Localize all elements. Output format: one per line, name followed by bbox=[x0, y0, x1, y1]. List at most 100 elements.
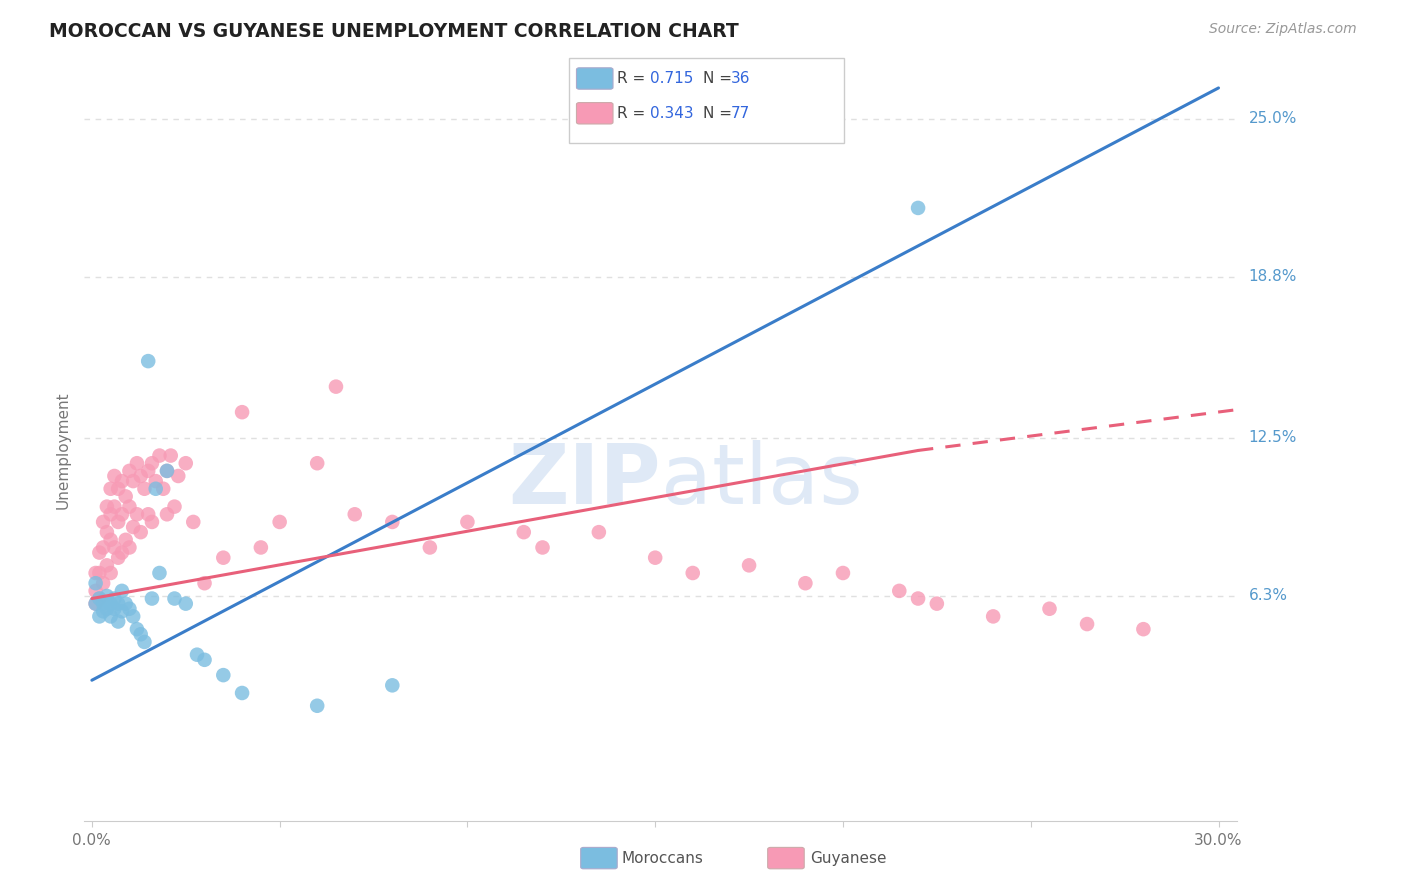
Point bbox=[96, 500, 118, 514]
Point bbox=[186, 648, 208, 662]
Point bbox=[111, 583, 134, 598]
Point bbox=[250, 541, 273, 555]
Point bbox=[91, 576, 114, 591]
Point bbox=[343, 508, 366, 522]
Point bbox=[193, 576, 215, 591]
Y-axis label: Unemployment: Unemployment bbox=[55, 392, 70, 509]
Text: 12.5%: 12.5% bbox=[1249, 430, 1296, 445]
Point bbox=[156, 464, 179, 478]
Text: N =: N = bbox=[703, 71, 737, 86]
Point bbox=[325, 379, 347, 393]
Point bbox=[1076, 617, 1098, 632]
Point bbox=[513, 525, 536, 540]
Text: MOROCCAN VS GUYANESE UNEMPLOYMENT CORRELATION CHART: MOROCCAN VS GUYANESE UNEMPLOYMENT CORREL… bbox=[49, 22, 740, 41]
Point bbox=[141, 456, 163, 470]
Point bbox=[125, 456, 148, 470]
Point bbox=[381, 515, 404, 529]
Point bbox=[381, 678, 404, 692]
Point bbox=[174, 597, 197, 611]
Text: 0.715: 0.715 bbox=[650, 71, 693, 86]
Text: 25.0%: 25.0% bbox=[1249, 112, 1296, 126]
Point bbox=[167, 469, 190, 483]
Point bbox=[212, 668, 235, 682]
Text: ZIP: ZIP bbox=[509, 440, 661, 521]
Point bbox=[91, 515, 114, 529]
Point bbox=[129, 469, 152, 483]
Point bbox=[136, 464, 159, 478]
Point bbox=[84, 583, 107, 598]
Point bbox=[118, 601, 141, 615]
Text: 18.8%: 18.8% bbox=[1249, 269, 1296, 285]
Point bbox=[114, 533, 136, 547]
Point bbox=[103, 601, 125, 615]
Point bbox=[307, 698, 329, 713]
Point bbox=[89, 591, 111, 606]
Point bbox=[91, 541, 114, 555]
Point bbox=[231, 405, 253, 419]
Point bbox=[100, 533, 122, 547]
Point bbox=[148, 449, 170, 463]
Point bbox=[122, 520, 145, 534]
Point bbox=[794, 576, 817, 591]
Point bbox=[118, 541, 141, 555]
Point bbox=[84, 566, 107, 580]
Point bbox=[100, 566, 122, 580]
Text: 0.343: 0.343 bbox=[650, 106, 693, 120]
Point bbox=[163, 500, 186, 514]
Point bbox=[122, 609, 145, 624]
Point bbox=[193, 653, 215, 667]
Point bbox=[107, 597, 129, 611]
Point bbox=[114, 490, 136, 504]
Point bbox=[118, 464, 141, 478]
Point bbox=[181, 515, 204, 529]
Text: 77: 77 bbox=[731, 106, 751, 120]
Point bbox=[100, 609, 122, 624]
Point bbox=[100, 508, 122, 522]
Point bbox=[118, 500, 141, 514]
Point bbox=[107, 550, 129, 565]
Point bbox=[1038, 601, 1060, 615]
Point bbox=[136, 354, 159, 368]
Point bbox=[89, 566, 111, 580]
Point bbox=[889, 583, 911, 598]
Text: 36: 36 bbox=[731, 71, 751, 86]
Point bbox=[103, 500, 125, 514]
Point bbox=[738, 558, 761, 573]
Text: Guyanese: Guyanese bbox=[810, 851, 886, 865]
Point bbox=[644, 550, 666, 565]
Point bbox=[925, 597, 948, 611]
Point bbox=[832, 566, 855, 580]
Point bbox=[111, 508, 134, 522]
Point bbox=[307, 456, 329, 470]
Point bbox=[111, 545, 134, 559]
Point bbox=[96, 589, 118, 603]
Point bbox=[231, 686, 253, 700]
Point bbox=[96, 558, 118, 573]
Point bbox=[103, 591, 125, 606]
Text: Source: ZipAtlas.com: Source: ZipAtlas.com bbox=[1209, 22, 1357, 37]
Point bbox=[212, 550, 235, 565]
Point bbox=[588, 525, 610, 540]
Point bbox=[156, 464, 179, 478]
Point bbox=[682, 566, 704, 580]
Point bbox=[103, 541, 125, 555]
Point bbox=[84, 597, 107, 611]
Point bbox=[107, 515, 129, 529]
Point bbox=[100, 597, 122, 611]
Point bbox=[84, 576, 107, 591]
Point bbox=[141, 591, 163, 606]
Text: R =: R = bbox=[617, 71, 651, 86]
Point bbox=[103, 469, 125, 483]
Point bbox=[111, 604, 134, 618]
Point bbox=[269, 515, 291, 529]
Point bbox=[456, 515, 478, 529]
Text: Moroccans: Moroccans bbox=[621, 851, 703, 865]
Text: atlas: atlas bbox=[661, 440, 862, 521]
Point bbox=[96, 601, 118, 615]
Point bbox=[91, 604, 114, 618]
Point bbox=[152, 482, 174, 496]
Point bbox=[981, 609, 1004, 624]
Point bbox=[89, 545, 111, 559]
Point bbox=[129, 627, 152, 641]
Point bbox=[141, 515, 163, 529]
